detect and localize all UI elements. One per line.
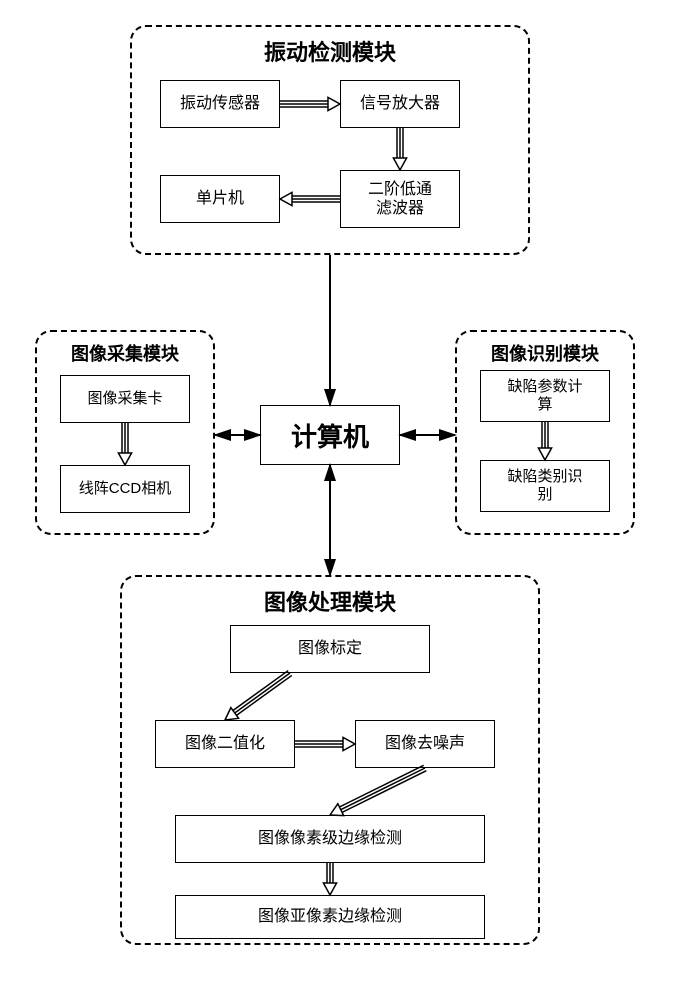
pixel-edge-box: 图像像素级边缘检测 xyxy=(175,815,485,863)
filter-box: 二阶低通 滤波器 xyxy=(340,170,460,228)
defect-param-box: 缺陷参数计 算 xyxy=(480,370,610,422)
computer-label: 计算机 xyxy=(291,417,369,454)
calibration-box: 图像标定 xyxy=(230,625,430,673)
computer-box: 计算机 xyxy=(260,405,400,465)
processing-title: 图像处理模块 xyxy=(134,585,526,617)
defect-class-box: 缺陷类别识 别 xyxy=(480,460,610,512)
vibration-title: 振动检测模块 xyxy=(144,35,516,67)
denoise-box: 图像去噪声 xyxy=(355,720,495,768)
capture-card-box: 图像采集卡 xyxy=(60,375,190,423)
mcu-box: 单片机 xyxy=(160,175,280,223)
recognition-title: 图像识别模块 xyxy=(469,340,621,366)
amplifier-box: 信号放大器 xyxy=(340,80,460,128)
subpixel-edge-box: 图像亚像素边缘检测 xyxy=(175,895,485,939)
sensor-box: 振动传感器 xyxy=(160,80,280,128)
ccd-camera-box: 线阵CCD相机 xyxy=(60,465,190,513)
acquisition-title: 图像采集模块 xyxy=(49,340,201,366)
binarize-box: 图像二值化 xyxy=(155,720,295,768)
